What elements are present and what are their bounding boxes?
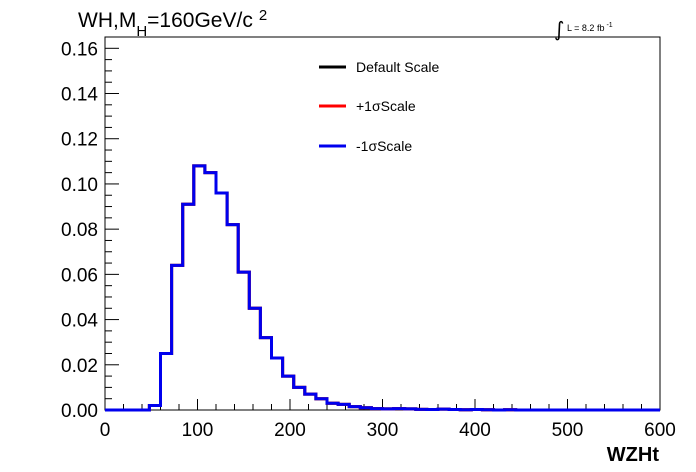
x-tick-label: 0 [100,420,111,441]
series-line-1 [105,164,660,412]
y-axis: 0.00 0.02 0.04 0.06 0.08 0.10 0.12 0.14 0.16 [61,36,119,422]
y-tick-label: 0.02 [61,356,98,377]
x-tick-label: 500 [552,420,584,441]
series-line-0 [105,164,660,412]
chart-title-main: WH,M [78,9,136,32]
x-axis: 0 100 200 300 400 500 600 [100,399,676,441]
chart-title-subscript: H [136,23,147,40]
luminosity-integral-symbol: ∫ [554,17,564,41]
y-tick-label: 0.04 [61,311,98,332]
luminosity-label: L = 8.2 fb -1 [567,22,613,33]
series-line-2 [105,164,660,412]
y-tick-label: 0.14 [61,85,98,106]
y-tick-label: 0.10 [61,175,98,196]
chart-title-superscript: 2 [259,7,267,24]
legend-label-1: +1σScale [356,98,416,114]
x-axis-title: WZHt [607,444,660,466]
x-tick-label: 600 [644,420,676,441]
x-tick-label: 400 [459,420,491,441]
x-tick-label: 100 [182,420,214,441]
y-tick-label: 0.16 [61,39,98,60]
x-tick-label: 200 [274,420,306,441]
legend: Default Scale +1σScale -1σScale [319,59,439,154]
legend-label-0: Default Scale [356,59,439,75]
luminosity-text: L = 8.2 fb [567,23,604,33]
y-tick-label: 0.12 [61,130,98,151]
y-tick-label: 0.08 [61,220,98,241]
y-tick-label: 0.06 [61,265,98,286]
legend-label-2: -1σScale [356,138,412,154]
x-tick-label: 300 [367,420,399,441]
chart-title-rest: =160GeV/c [147,9,253,32]
plot-frame [104,36,661,411]
luminosity-superscript: -1 [606,22,612,29]
series-layer [105,164,660,412]
y-tick-label: 0.00 [61,401,98,422]
chart-title: WH,MH=160GeV/c 2 [78,7,267,40]
